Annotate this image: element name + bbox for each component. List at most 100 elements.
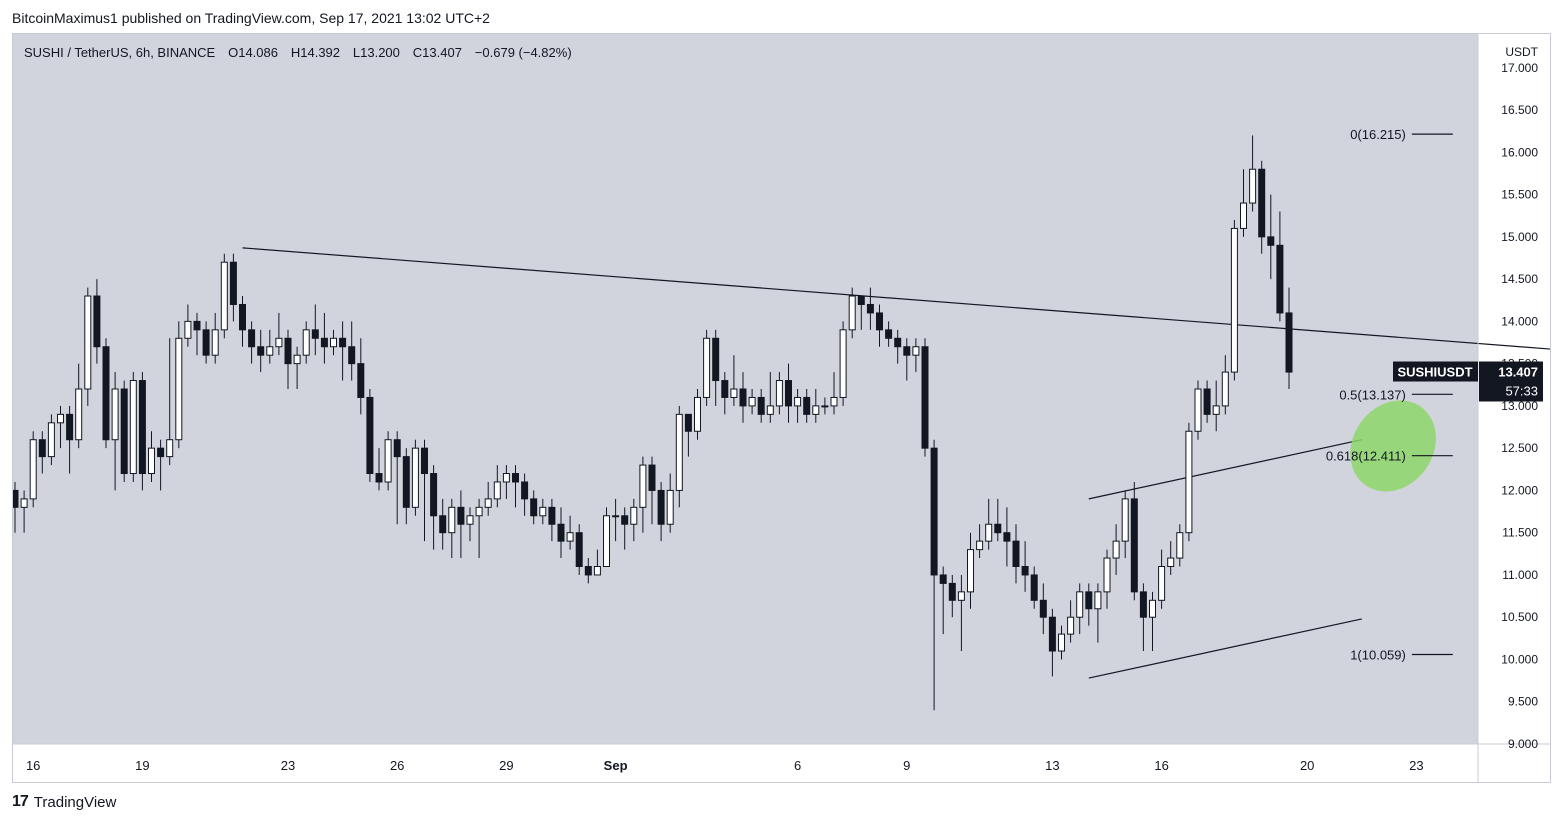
candle-body xyxy=(539,506,547,517)
candle-body xyxy=(357,363,365,398)
candle-body xyxy=(994,523,1002,534)
x-tick-label: 26 xyxy=(390,758,404,773)
trendline-channel-lower[interactable] xyxy=(1088,618,1362,679)
candle xyxy=(1048,608,1056,677)
candle xyxy=(1285,287,1293,389)
price-tag: SUSHIUSDT 13.407 57:33 xyxy=(1393,361,1543,402)
candle xyxy=(939,566,947,635)
tradingview-logo-icon[interactable]: 17 xyxy=(12,793,29,810)
candle-body xyxy=(102,346,110,441)
candle-body xyxy=(330,337,337,348)
candle xyxy=(1130,481,1138,601)
candle xyxy=(20,490,28,533)
candle-body xyxy=(657,489,665,525)
candle xyxy=(202,321,210,364)
candle xyxy=(1103,549,1111,609)
x-tick-label: 16 xyxy=(1154,758,1168,773)
candle-body xyxy=(466,515,474,525)
x-tick-label: 23 xyxy=(1409,758,1423,773)
candle xyxy=(375,448,383,491)
candle xyxy=(175,321,183,449)
candle-body xyxy=(821,405,829,408)
candle xyxy=(830,372,838,415)
candle-body xyxy=(1285,312,1293,373)
candle-body xyxy=(411,447,419,508)
candle-body xyxy=(985,523,993,542)
candle xyxy=(1203,380,1211,423)
y-tick-label: 15.500 xyxy=(1501,188,1538,202)
candle xyxy=(967,532,974,609)
candle-body xyxy=(648,464,656,491)
fib-level-label: 0(16.215) xyxy=(1350,127,1406,142)
y-tick-label: 12.500 xyxy=(1501,441,1538,455)
candle xyxy=(1158,549,1166,609)
candle xyxy=(1067,600,1075,643)
candle xyxy=(1167,541,1175,575)
candle-body xyxy=(948,582,956,601)
candle-body xyxy=(66,413,74,441)
candle-body xyxy=(721,380,729,398)
candle-body xyxy=(976,540,984,551)
candle-body xyxy=(457,506,465,525)
candle xyxy=(703,329,711,406)
candle xyxy=(694,389,701,440)
candle xyxy=(666,473,674,533)
candle-body xyxy=(1240,202,1247,229)
candle-body xyxy=(257,346,265,356)
chart-frame[interactable]: 17.000 16.500 16.000 15.500 15.000 14.500 14.0… xyxy=(12,33,1551,783)
y-tick-label: 14.000 xyxy=(1501,314,1538,328)
candle-body xyxy=(166,439,174,458)
candle xyxy=(1194,380,1202,440)
candle-body xyxy=(1003,532,1011,542)
candle-body xyxy=(229,261,237,305)
candle-body xyxy=(1258,168,1266,238)
candle xyxy=(302,321,310,364)
candle xyxy=(1240,169,1247,237)
candle xyxy=(1012,524,1020,584)
candle-body xyxy=(484,498,492,508)
x-tick-label: 9 xyxy=(903,758,910,773)
candle xyxy=(93,279,101,364)
candle xyxy=(493,465,501,508)
candle xyxy=(603,507,610,567)
candle-body xyxy=(184,320,192,339)
candle xyxy=(148,431,155,482)
candle-body xyxy=(1039,599,1047,618)
candle-body xyxy=(930,447,938,576)
candle xyxy=(803,389,811,423)
candle-body xyxy=(393,439,401,458)
candle xyxy=(393,431,401,525)
candle xyxy=(521,473,529,516)
candle xyxy=(612,498,620,542)
candle xyxy=(1085,583,1093,626)
candle-body xyxy=(284,337,292,365)
candle-body xyxy=(912,346,920,356)
candlestick-chart[interactable]: 17.000 16.500 16.000 15.500 15.000 14.500 14.0… xyxy=(13,34,1550,782)
candle-body xyxy=(894,337,902,348)
candle xyxy=(1267,194,1275,280)
candle-body xyxy=(1067,616,1075,635)
candle-body xyxy=(584,566,592,576)
candle xyxy=(912,338,920,373)
candle xyxy=(320,312,328,364)
price-tag-value-bg xyxy=(1479,361,1543,402)
footer-brand[interactable]: TradingView xyxy=(33,793,117,811)
candle xyxy=(239,296,246,347)
candle xyxy=(339,321,347,381)
candle-body xyxy=(1076,591,1084,618)
candle-body xyxy=(575,532,583,568)
candle xyxy=(402,448,410,525)
candle-body xyxy=(730,388,738,398)
candle xyxy=(775,372,783,415)
candle-body xyxy=(502,473,510,483)
support-zone-ellipse[interactable] xyxy=(1333,384,1454,509)
candle-body xyxy=(439,515,447,534)
candle-body xyxy=(1094,591,1102,610)
candle xyxy=(994,498,1002,542)
candle xyxy=(111,372,119,491)
candle xyxy=(284,329,292,389)
candle xyxy=(739,372,747,423)
candle xyxy=(84,287,92,406)
trendline-descending-resistance[interactable] xyxy=(242,247,1551,350)
fib-level-label: 0.618(12.411) xyxy=(1326,449,1406,464)
